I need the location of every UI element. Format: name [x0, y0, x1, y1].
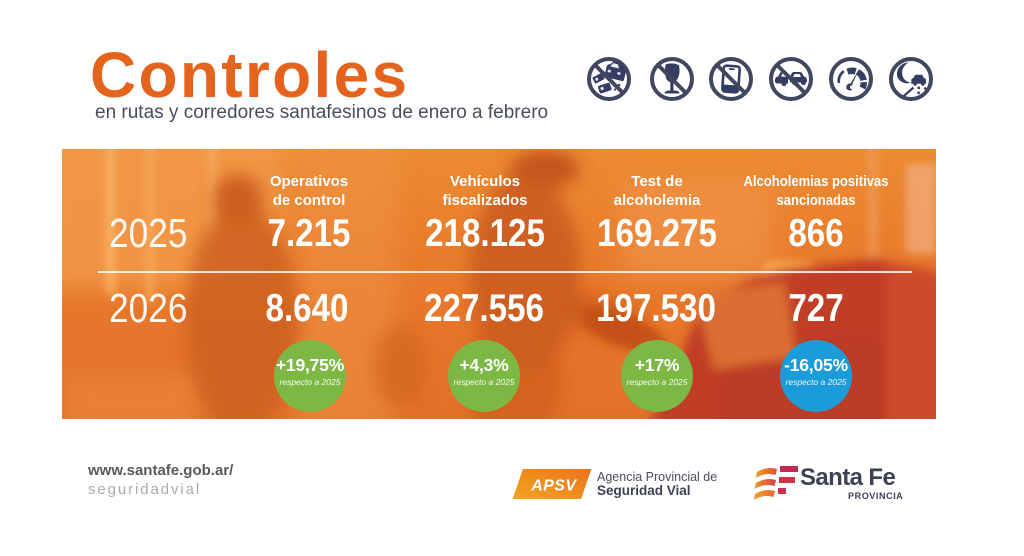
svg-text:APSV: APSV — [530, 478, 577, 495]
